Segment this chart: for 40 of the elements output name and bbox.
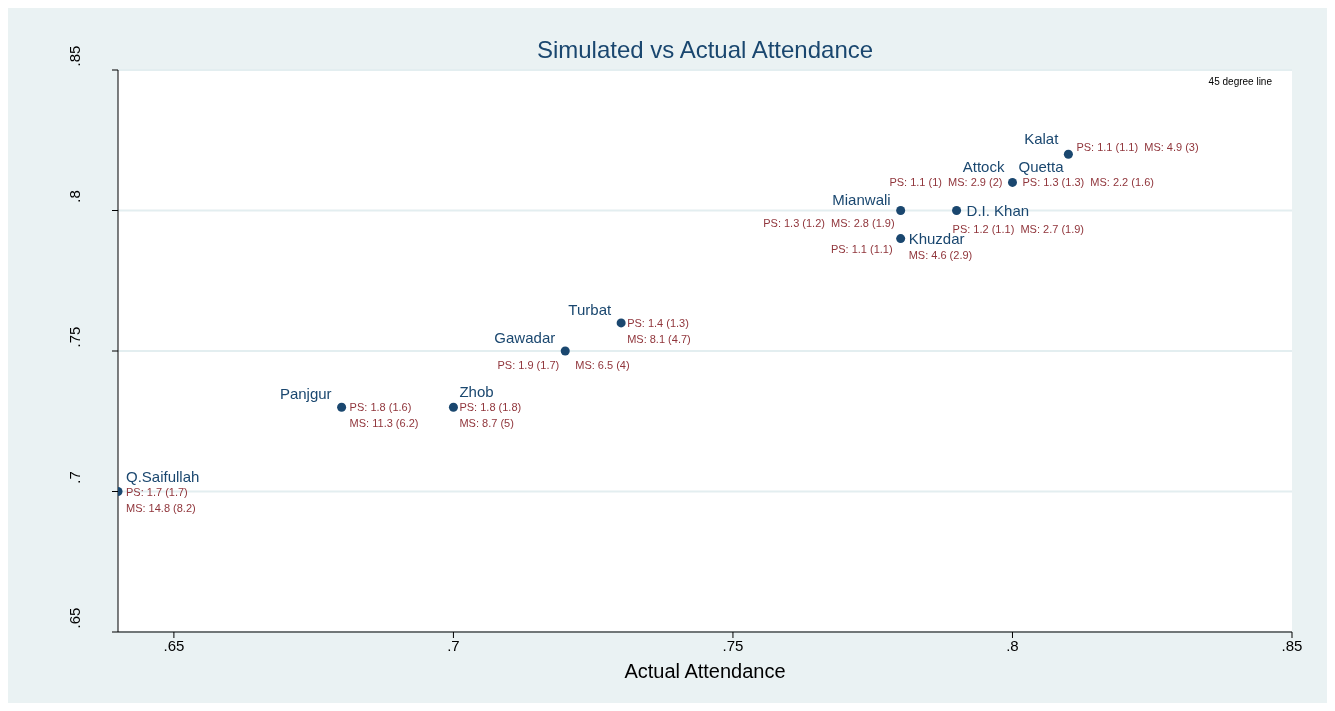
annotation: PS: 1.1 (1.1) MS: 4.9 (3) [1076,141,1199,154]
annotation: MS: 6.5 (4) [575,359,630,371]
annotation: Gawadar [494,329,556,346]
y-tick-label: .85 [66,45,83,67]
annotation: Panjgur [279,385,332,403]
annotation: PS: 1.9 (1.7) [497,359,560,371]
y-tick-label: .65 [66,607,83,629]
annotation: MS: 14.8 (8.2) [126,501,196,514]
annotation: 45 degree line [1208,76,1272,87]
annotation: Q.Saifullah [126,467,200,485]
annotation: PS: 1.8 (1.8) [459,401,522,414]
x-tick-label: .75 [722,636,744,654]
y-tick-label: .75 [66,326,83,348]
annotation: Attock [962,158,1005,176]
annotation: Turbat [568,300,612,318]
x-tick-label: .8 [1006,636,1019,654]
annotation: PS: 1.3 (1.2) MS: 2.8 (1.9) [763,216,895,229]
annotation: Mianwali [832,190,891,208]
annotation: PS: 1.8 (1.6) [349,401,412,414]
annotation: PS: 1.7 (1.7) [126,485,188,498]
annotation: PS: 1.4 (1.3) [627,316,689,329]
annotation: MS: 11.3 (6.2) [349,417,419,430]
annotation: PS: 1.2 (1.1) MS: 2.7 (1.9) [952,222,1085,235]
x-tick-label: .65 [163,636,185,654]
annotation: MS: 8.7 (5) [459,417,514,430]
y-tick-label: .7 [66,471,83,484]
annotation: MS: 4.6 (2.9) [908,248,973,261]
y-tick-label: .8 [66,190,83,203]
x-tick-label: .85 [1281,636,1303,654]
annotation: Zhob [459,383,494,401]
annotation: D.I. Khan [966,201,1030,219]
chart-title: Simulated vs Actual Attendance [535,36,875,64]
annotation: PS: 1.3 (1.3) MS: 2.2 (1.6) [1022,176,1154,189]
annotation: PS: 1.1 (1.1) [830,242,893,255]
annotation: Quetta [1018,158,1065,176]
annotation: Kalat [1024,130,1060,148]
annotation: PS: 1.1 (1) MS: 2.9 (2) [889,176,1003,189]
x-axis-title: Actual Attendance [624,660,786,682]
x-tick-label: .7 [447,636,460,654]
annotation: MS: 8.1 (4.7) [627,332,691,345]
